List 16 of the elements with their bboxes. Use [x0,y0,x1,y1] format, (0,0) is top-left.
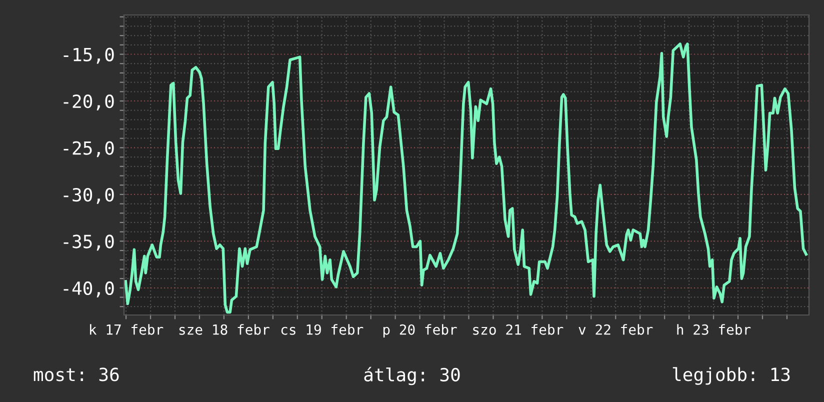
y-tick-label: -20,0 [64,94,114,110]
text: legjobb: 13 [672,367,790,385]
text: átlag: 30 [364,366,460,386]
text: most: 36 [34,368,119,382]
x-tick-label: k 17 febr [90,324,164,335]
x-tick-label: v 22 febr [578,324,653,335]
y-tick-label: -40,0 [64,281,114,298]
y-tick-label: -30,0 [64,188,114,204]
x-tick-label: p 20 febr [383,324,457,338]
y-tick-label: -15,0 [64,48,114,64]
y-tick-label: -35,0 [64,234,114,251]
x-tick-label: sze 18 febr [179,324,270,335]
x-tick-label: cs 19 febr [281,324,364,335]
x-tick-label: h 23 febr [677,324,751,335]
x-tick-label: szo 21 febr [473,324,564,335]
y-tick-label: -25,0 [64,141,114,158]
